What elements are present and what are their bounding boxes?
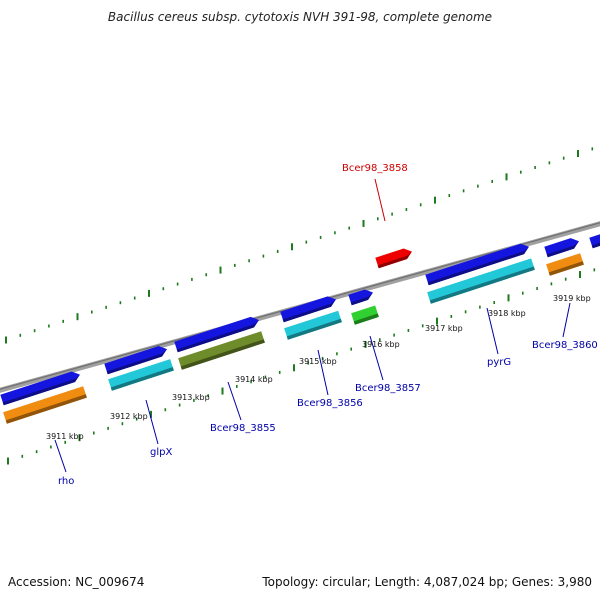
- gene-bar-pyrG-shade: [429, 266, 535, 304]
- callout-line-bcer98-3858: [374, 178, 386, 222]
- gene-bar-bcer98-3860: [546, 253, 584, 276]
- callout-line-bcer98-3857: [369, 335, 384, 381]
- callout-line-glpx: [145, 399, 159, 445]
- position-labels: 3911 kbp 3912 kbp 3913 kbp 3914 kbp 3915 kbp…: [46, 294, 591, 441]
- position-label: 3912 kbp: [110, 412, 148, 421]
- cds-arrow: [104, 346, 168, 375]
- gene-label-bcer98-3857: Bcer98_3857: [355, 383, 421, 394]
- cds-arrow: [348, 289, 373, 306]
- gene-bar-bcer98-3860-body: [546, 253, 584, 276]
- position-label: 3919 kbp: [553, 294, 591, 303]
- gene-bar-rho-shade: [5, 394, 87, 424]
- gene-bar-glpX-shade: [110, 367, 174, 391]
- gene-bar-bcer98-3856-shade: [286, 318, 342, 340]
- cds-arrow-shade: [2, 375, 80, 406]
- gene-label-pyrg: pyrG: [487, 357, 511, 368]
- gene-bar-bcer98-3856: [284, 310, 342, 340]
- cds-arrow: [174, 316, 260, 353]
- cds-arrow-shade: [176, 320, 259, 353]
- gene-bar-glpX-body: [108, 359, 174, 391]
- gene-label-rho: rho: [58, 476, 74, 487]
- gene-bar-pyrG-body: [427, 258, 535, 304]
- gene-bar-bcer98-3856-body: [284, 310, 342, 340]
- feature-track: [0, 233, 600, 424]
- gene-arrow-bcer98-3858: [375, 248, 412, 269]
- cds-arrow: [280, 296, 336, 323]
- cds-arrow-shade: [546, 242, 579, 258]
- gene-bar-rho-body: [3, 386, 87, 424]
- accession-label: Accession: NC_009674: [8, 575, 145, 589]
- gene-bar-bcer98-3860-shade: [548, 261, 584, 276]
- gene-label-bcer98-3860: Bcer98_3860: [532, 340, 598, 351]
- position-label: 3915 kbp: [299, 357, 337, 366]
- gene-bar-bcer98-3857-shade: [353, 313, 379, 325]
- callout-line-bcer98-3856: [317, 349, 329, 396]
- cds-arrow: [544, 238, 579, 258]
- cds-arrow-shade: [106, 349, 167, 375]
- position-label: 3911 kbp: [46, 432, 84, 441]
- gene-label-bcer98-3856: Bcer98_3856: [297, 398, 363, 409]
- gene-arrow-bcer98-3858-shade: [377, 252, 412, 269]
- cds-arrow-shade: [282, 300, 336, 323]
- gene-bar-rho: [3, 386, 87, 424]
- gene-bar-bcer98-3857-body: [351, 305, 379, 325]
- map-title: Bacillus cereus subsp. cytotoxis NVH 391…: [107, 10, 493, 24]
- position-label: 3918 kbp: [488, 309, 526, 318]
- genome-stats-label: Topology: circular; Length: 4,087,024 bp…: [262, 575, 592, 589]
- callout-line-bcer98-3855: [227, 381, 242, 421]
- gene-bar-bcer98-3857: [351, 305, 379, 325]
- position-label: 3916 kbp: [362, 340, 400, 349]
- callout-line-bcer98-3860: [562, 302, 571, 338]
- cds-arrow: [589, 233, 600, 249]
- callout-line-rho: [54, 439, 67, 473]
- gene-bar-bcer98-3855-body: [178, 331, 265, 370]
- cds-arrow: [425, 243, 529, 286]
- gene-bar-glpX: [108, 359, 174, 391]
- gene-bar-pyrG: [427, 258, 535, 304]
- cds-arrow-shade: [427, 247, 529, 286]
- gene-label-bcer98-3858: Bcer98_3858: [342, 163, 408, 174]
- gene-bar-bcer98-3855: [178, 331, 265, 370]
- gene-bar-bcer98-3855-shade: [180, 339, 265, 370]
- gene-label-glpx: glpX: [150, 447, 172, 458]
- cds-arrow-shade: [591, 237, 600, 249]
- position-label: 3914 kbp: [235, 375, 273, 384]
- cds-arrow: [0, 371, 80, 406]
- gene-callouts: rho glpX Bcer98_3855 Bcer98_3856 Bcer98_3857…: [54, 163, 598, 487]
- cds-arrow-shade: [350, 293, 373, 306]
- callout-line-pyrg: [486, 307, 499, 355]
- gene-label-bcer98-3855: Bcer98_3855: [210, 423, 276, 434]
- tick-track-upper: [5, 147, 594, 344]
- position-label: 3913 kbp: [172, 393, 210, 402]
- position-label: 3917 kbp: [425, 324, 463, 333]
